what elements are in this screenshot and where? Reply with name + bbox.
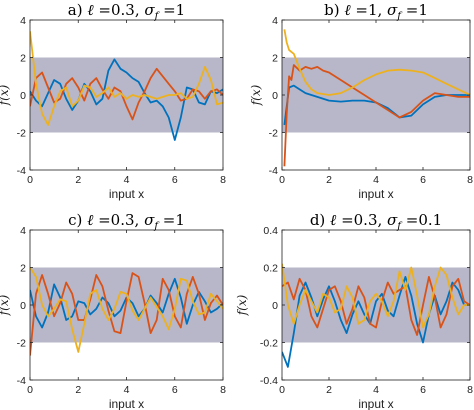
series-line-2 [30, 67, 223, 121]
x-tick-label: 4 [373, 384, 379, 396]
y-tick-label: 0 [20, 300, 26, 312]
x-axis-label: input x [109, 397, 144, 410]
x-tick-label: 4 [373, 174, 379, 186]
y-tick-label: 2 [20, 53, 26, 65]
x-tick-label: 6 [420, 174, 426, 186]
series-line-3 [30, 31, 223, 126]
y-tick-label: -0.2 [260, 338, 278, 350]
y-tick-label: 0 [272, 90, 278, 102]
y-tick-label: 4 [272, 15, 278, 27]
series-line-2 [282, 275, 470, 336]
x-tick-label: 8 [467, 384, 473, 396]
confidence-band [282, 267, 470, 343]
x-axis-label: input x [358, 187, 393, 201]
x-tick-label: 2 [326, 174, 332, 186]
x-tick-label: 0 [279, 384, 285, 396]
series-line-1 [30, 58, 223, 141]
y-tick-label: -2 [269, 128, 278, 140]
y-axis-label: f(x) [249, 84, 263, 106]
y-tick-label: 2 [272, 53, 278, 65]
x-tick-label: 6 [420, 384, 426, 396]
series-line-2 [30, 272, 223, 356]
x-tick-label: 2 [75, 384, 81, 396]
x-tick-label: 0 [27, 174, 33, 186]
x-tick-label: 4 [124, 174, 130, 186]
y-tick-label: 0 [272, 300, 278, 312]
x-axis-label: input x [358, 397, 393, 410]
panel-title: a) ℓ =0.3, σf =1 [68, 1, 185, 22]
x-tick-label: 2 [75, 174, 81, 186]
panel-title: c) ℓ =0.3, σf =1 [68, 211, 185, 232]
series-line-2 [283, 64, 470, 167]
y-tick-label: 0 [20, 90, 26, 102]
series-line-1 [283, 84, 470, 126]
x-tick-label: 6 [172, 174, 178, 186]
x-tick-label: 2 [326, 384, 332, 396]
y-tick-label: 2 [20, 263, 26, 275]
y-tick-label: -2 [17, 338, 26, 350]
y-tick-label: 0.2 [263, 263, 278, 275]
panel-title: d) ℓ =0.3, σf =0.1 [310, 211, 442, 232]
x-tick-label: 0 [27, 384, 33, 396]
x-tick-label: 0 [279, 174, 285, 186]
series-line-3 [30, 267, 223, 353]
y-tick-label: 4 [20, 15, 26, 27]
series-line-3 [282, 263, 470, 329]
y-axis-label: f(x) [0, 294, 11, 316]
x-tick-label: 6 [172, 384, 178, 396]
series-line-3 [283, 29, 470, 96]
y-tick-label: 4 [20, 225, 26, 237]
y-tick-label: -4 [269, 165, 278, 177]
y-axis-label: f(x) [0, 84, 11, 106]
x-tick-label: 4 [124, 384, 130, 396]
y-tick-label: -4 [17, 375, 26, 387]
panel-d: 0 2 4 6 8 -0.4 -0.2 0 0.2 0.4 input x f(x) d) ℓ =0.3… [235, 211, 473, 410]
y-tick-label: -0.4 [260, 375, 278, 387]
x-tick-label: 8 [467, 174, 473, 186]
y-tick-label: -4 [17, 165, 26, 177]
y-tick-label: 0.4 [263, 225, 278, 237]
y-axis-label: f(x) [235, 294, 249, 316]
x-axis-label: input x [109, 187, 144, 201]
y-tick-label: -2 [17, 128, 26, 140]
x-tick-label: 8 [220, 384, 226, 396]
panel-title: b) ℓ =1, σf =1 [324, 1, 428, 22]
x-tick-label: 8 [220, 174, 226, 186]
